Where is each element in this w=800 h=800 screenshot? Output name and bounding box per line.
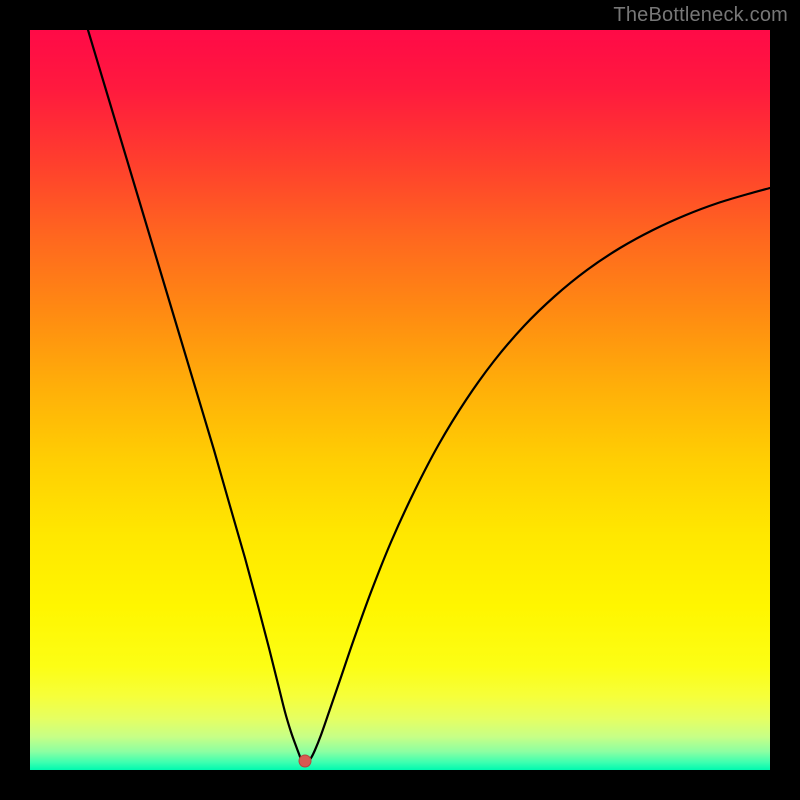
plot-area <box>30 30 770 770</box>
watermark-label: TheBottleneck.com <box>613 4 788 27</box>
bottleneck-curve <box>30 30 770 770</box>
optimum-marker <box>299 755 312 768</box>
